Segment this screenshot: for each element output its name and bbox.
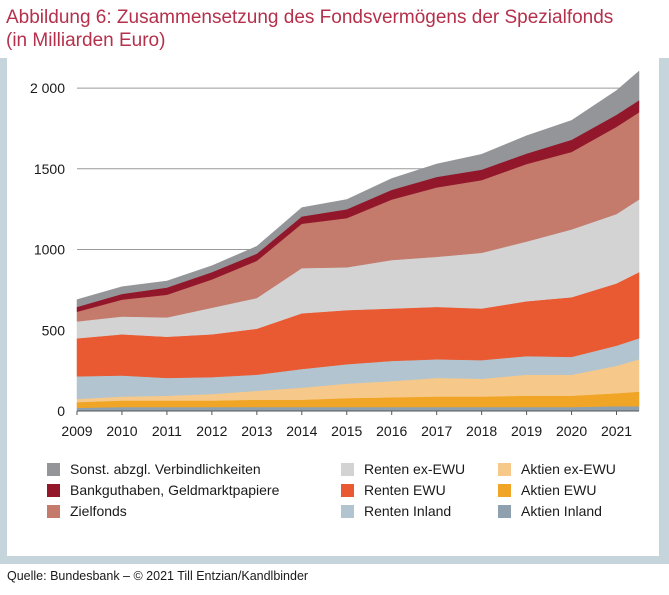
x-tick-label: 2011 — [152, 423, 182, 439]
legend-item: Renten EWU — [341, 482, 446, 498]
legend-swatch — [341, 462, 354, 476]
legend-item: Bankguthaben, Geldmarktpapiere — [47, 482, 279, 498]
legend-item: Renten ex-EWU — [341, 461, 465, 477]
legend-swatch — [498, 462, 511, 476]
x-tick-label: 2014 — [286, 423, 317, 439]
x-tick-label: 2017 — [421, 423, 452, 439]
x-tick-label: 2013 — [241, 423, 272, 439]
legend: Sonst. abzgl. Verbindlichkeiten Bankgutha… — [7, 452, 659, 556]
legend-swatch — [341, 483, 354, 497]
legend-label: Aktien ex-EWU — [521, 461, 616, 477]
x-tick-label: 2012 — [196, 423, 227, 439]
x-tick-label: 2018 — [466, 423, 497, 439]
legend-item: Aktien Inland — [498, 503, 602, 519]
area-series-sonst-abzgl-verbindlichkeiten — [76, 70, 640, 308]
legend-item: Renten Inland — [341, 503, 451, 519]
source-note: Quelle: Bundesbank – © 2021 Till Entzian… — [7, 569, 309, 583]
x-tick-label: 2021 — [601, 423, 632, 439]
x-tick-label: 2015 — [331, 423, 362, 439]
x-tick-label: 2019 — [511, 423, 542, 439]
legend-swatch — [47, 504, 60, 518]
legend-label: Renten ex-EWU — [364, 461, 466, 477]
x-tick-label: 2016 — [376, 423, 407, 439]
legend-swatch — [47, 483, 60, 497]
legend-item: Aktien EWU — [498, 482, 596, 498]
legend-label: Sonst. abzgl. Verbindlichkeiten — [70, 461, 261, 477]
legend-swatch — [498, 483, 511, 497]
stacked-area-chart: 0 500 1000 1500 2 000 2009 2010 2011 2012 2013 201… — [30, 70, 640, 439]
legend-item: Aktien ex-EWU — [498, 461, 616, 477]
y-tick-label: 0 — [57, 403, 65, 419]
legend-label: Zielfonds — [70, 503, 127, 519]
legend-swatch — [341, 504, 354, 518]
legend-swatch — [47, 462, 60, 476]
x-tick-label: 2020 — [556, 423, 587, 439]
area-series-group — [76, 70, 640, 412]
x-tick-label: 2010 — [106, 423, 137, 439]
y-tick-label: 2 000 — [30, 80, 65, 96]
chart-area: 0 500 1000 1500 2 000 2009 2010 2011 2012 2013 201… — [7, 58, 659, 452]
chart-title: Abbildung 6: Zusammensetzung des Fondsve… — [6, 6, 656, 52]
legend-item: Sonst. abzgl. Verbindlichkeiten — [47, 461, 261, 477]
axes: 0 500 1000 1500 2 000 2009 2010 2011 2012 2013 201… — [30, 80, 639, 439]
legend-label: Renten EWU — [364, 482, 446, 498]
legend-label: Aktien EWU — [521, 482, 597, 498]
legend-label: Renten Inland — [364, 503, 452, 519]
y-tick-label: 1500 — [34, 161, 65, 177]
x-tick-label: 2009 — [61, 423, 92, 439]
legend-label: Aktien Inland — [521, 503, 602, 519]
legend-swatch — [498, 504, 511, 518]
y-tick-label: 1000 — [34, 242, 65, 258]
chart-title-line-2: (in Milliarden Euro) — [6, 30, 166, 51]
y-tick-label: 500 — [42, 322, 66, 338]
chart-title-line-1: Abbildung 6: Zusammensetzung des Fondsve… — [6, 7, 614, 28]
legend-label: Bankguthaben, Geldmarktpapiere — [70, 482, 280, 498]
legend-item: Zielfonds — [47, 503, 127, 519]
